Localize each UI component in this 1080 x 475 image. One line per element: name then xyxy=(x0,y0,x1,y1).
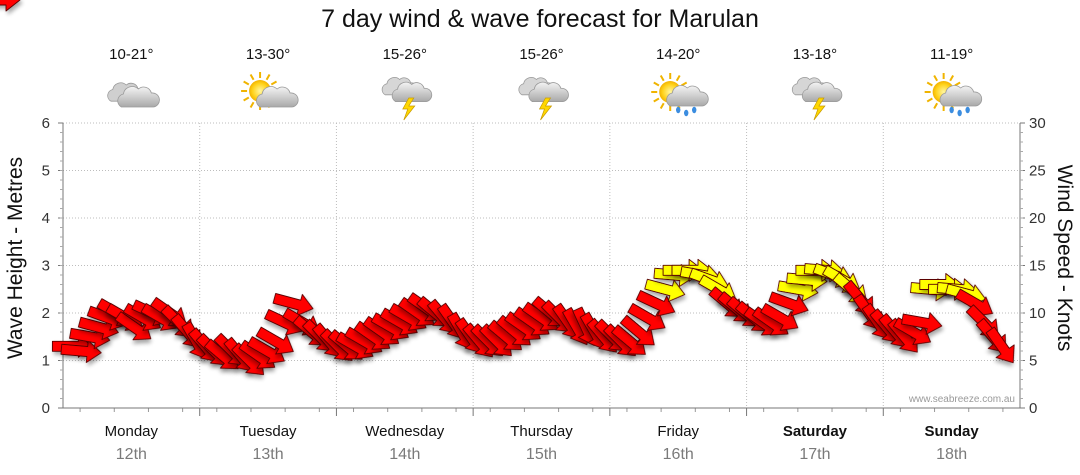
chart-title: 7 day wind & wave forecast for Marulan xyxy=(321,5,759,33)
wind-arrow xyxy=(760,303,799,331)
wind-arrow xyxy=(255,326,294,355)
wind-arrow xyxy=(768,291,809,317)
temperature-range-label: 10-21° xyxy=(109,46,153,63)
sun-showers-icon xyxy=(651,73,709,117)
temperature-range-label: 13-18° xyxy=(793,46,837,63)
wind-arrow xyxy=(0,0,21,12)
day-name-label: Sunday xyxy=(925,423,980,440)
temperature-range-label: 13-30° xyxy=(246,46,290,63)
left-tick-label: 4 xyxy=(42,210,50,227)
day-name-label: Wednesday xyxy=(365,423,444,440)
thunderstorm-icon xyxy=(381,77,433,121)
day-name-label: Monday xyxy=(105,423,159,440)
weather-icons xyxy=(107,72,983,121)
right-tick-label: 10 xyxy=(1029,305,1046,322)
temperature-range-label: 11-19° xyxy=(930,46,973,63)
left-tick-label: 2 xyxy=(42,305,50,322)
sun-showers-icon xyxy=(924,73,983,117)
right-axis-title: Wind Speed - Knots xyxy=(1053,165,1076,352)
grid-lines xyxy=(63,122,1020,416)
wind-arrow xyxy=(985,326,1015,364)
wind-arrow xyxy=(635,290,676,317)
day-date-label: 14th xyxy=(389,446,420,463)
right-tick-label: 25 xyxy=(1029,163,1046,180)
temperature-range-label: 15-26° xyxy=(383,46,427,63)
left-tick-label: 1 xyxy=(42,353,50,370)
day-date-label: 13th xyxy=(253,446,284,463)
right-axis-ticks: 0 5 10 15 20 25 30 xyxy=(1020,115,1046,417)
temperature-labels: 10-21° 13-30° 15-26° 15-26° 14-20° 13-18° 11-1… xyxy=(109,46,973,63)
day-name-label: Tuesday xyxy=(240,423,297,440)
day-date-label: 18th xyxy=(936,446,967,463)
temperature-range-label: 14-20° xyxy=(656,46,700,63)
wind-arrow xyxy=(627,303,666,331)
wind-arrow xyxy=(901,312,943,335)
wind-arrow xyxy=(644,278,686,302)
day-date-label: 16th xyxy=(663,446,694,463)
day-name-label: Friday xyxy=(657,423,699,440)
right-tick-label: 15 xyxy=(1029,258,1046,275)
right-tick-label: 20 xyxy=(1029,210,1046,227)
day-name-label: Saturday xyxy=(783,423,848,440)
left-tick-label: 5 xyxy=(42,163,50,180)
day-date-label: 17th xyxy=(799,446,830,463)
partly-cloudy-sun-icon xyxy=(241,72,299,110)
wind-arrows xyxy=(0,0,1015,376)
right-tick-label: 5 xyxy=(1029,353,1037,370)
day-labels: Monday 12th Tuesday 13th Wednesday 14th Thursd… xyxy=(105,423,980,463)
thunderstorm-icon xyxy=(791,77,843,121)
day-date-label: 15th xyxy=(526,446,557,463)
credit-text: www.seabreeze.com.au xyxy=(908,394,1015,405)
left-tick-label: 6 xyxy=(42,115,50,132)
left-tick-label: 3 xyxy=(42,258,50,275)
day-name-label: Thursday xyxy=(510,423,573,440)
left-tick-label: 0 xyxy=(42,400,50,417)
left-axis-ticks: 0 1 2 3 4 5 6 xyxy=(42,115,63,417)
day-date-label: 12th xyxy=(116,446,147,463)
right-tick-label: 0 xyxy=(1029,400,1037,417)
thunderstorm-icon xyxy=(518,77,569,121)
cloudy-icon xyxy=(107,82,160,108)
left-axis-title: Wave Height - Metres xyxy=(4,157,27,359)
temperature-range-label: 15-26° xyxy=(519,46,563,63)
right-tick-label: 30 xyxy=(1029,115,1046,132)
